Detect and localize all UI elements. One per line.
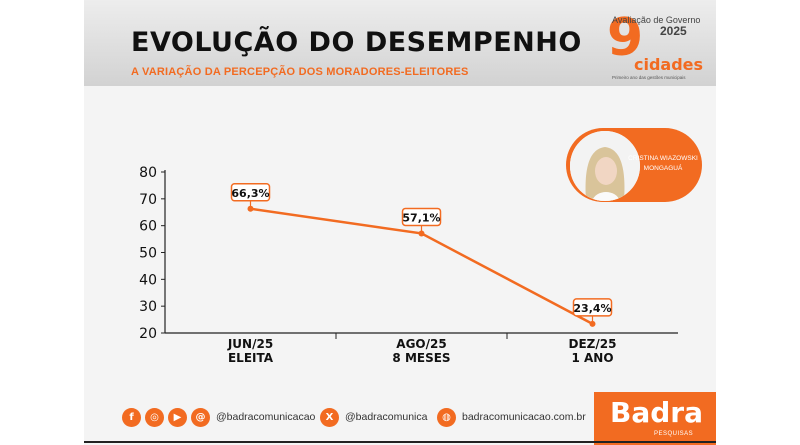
- y-tick-label: 30: [139, 299, 157, 315]
- x-tick-label: ELEITA: [228, 351, 274, 365]
- brand-cidades: cidades: [634, 55, 704, 74]
- y-tick-label: 50: [139, 246, 157, 262]
- y-tick-label: 60: [139, 219, 157, 235]
- instagram-icon[interactable]: ◎: [145, 407, 164, 427]
- web-icon[interactable]: ◍: [437, 407, 456, 427]
- x-tick-label: 8 MESES: [392, 351, 450, 365]
- person-photo: [569, 130, 641, 202]
- x-tick-label: AGO/25: [396, 337, 446, 351]
- data-label-box: [401, 207, 442, 227]
- brand-year: 2025: [660, 24, 687, 38]
- y-tick-label: 40: [139, 272, 157, 288]
- footer-rule: [84, 441, 716, 443]
- data-label-box: [572, 298, 613, 317]
- y-tick-label: 80: [139, 165, 157, 181]
- data-label: 66,3%: [231, 187, 269, 200]
- badra-logo-sub: PESQUISAS: [654, 431, 694, 437]
- x-tick-label: DEZ/25: [569, 337, 617, 351]
- person-name: CRISTINA WIAZOWSKI MONGAGUÁ: [628, 154, 698, 174]
- page-subtitle: A VARIAÇÃO DA PERCEPÇÃO DOS MORADORES-EL…: [131, 66, 469, 78]
- person-name-line1: CRISTINA WIAZOWSKI: [628, 155, 698, 162]
- x-icon[interactable]: X: [320, 407, 339, 427]
- y-tick-label: 20: [139, 326, 157, 342]
- threads-icon[interactable]: @: [191, 407, 210, 427]
- facebook-icon[interactable]: f: [122, 407, 141, 427]
- data-label-box: [230, 183, 271, 202]
- badra-logo: Badra: [610, 396, 703, 429]
- x-tick-label: JUN/25: [227, 337, 273, 351]
- badra-logo-box: [594, 392, 716, 445]
- brand-nine: 9: [607, 8, 644, 68]
- portrait-icon: [570, 131, 640, 201]
- page-title: EVOLUÇÃO DO DESEMPENHO: [131, 27, 582, 58]
- x-handle[interactable]: @badracomunica: [345, 411, 428, 423]
- data-label: 57,1%: [402, 211, 440, 224]
- x-tick-label: 1 ANO: [571, 351, 613, 365]
- site-link[interactable]: badracomunicacao.com.br: [462, 411, 586, 423]
- youtube-icon[interactable]: ▶: [168, 407, 187, 427]
- person-name-line2: MONGAGUÁ: [643, 165, 683, 172]
- social-handle[interactable]: @badracomunicacao: [216, 411, 316, 423]
- data-label: 23,4%: [573, 302, 611, 315]
- y-tick-label: 70: [139, 192, 157, 208]
- social-handles: f ◎ ▶ @ @badracomunicacao: [122, 407, 315, 427]
- site-group: ◍ badracomunicacao.com.br: [437, 407, 586, 427]
- brand-tagline: Primeiro ano das gestões municipais: [612, 75, 686, 80]
- header-band: [84, 0, 716, 86]
- brand-top-text: Avaliação de Governo: [612, 15, 701, 25]
- x-handle-group: X @badracomunica: [320, 407, 427, 427]
